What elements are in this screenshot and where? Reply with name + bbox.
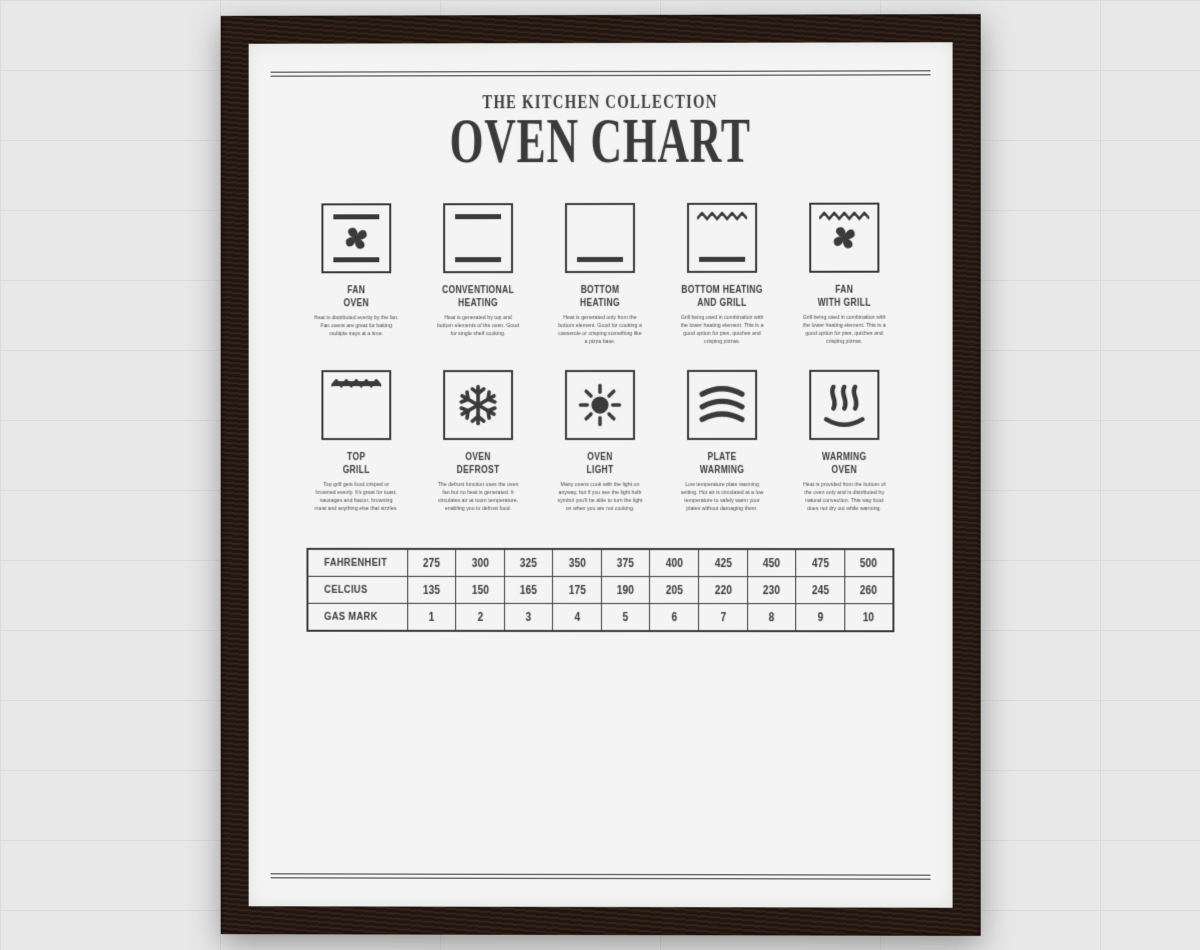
symbol-label: TOP GRILL xyxy=(314,452,399,477)
symbol-top-grill: TOP GRILL Top grill gets food crisped or … xyxy=(306,370,406,513)
temp-cell: 450 xyxy=(751,549,792,577)
temp-cell: 275 xyxy=(411,548,452,575)
oven-light-icon xyxy=(565,370,635,440)
symbol-label: FAN OVEN xyxy=(314,285,399,310)
temp-cell: 400 xyxy=(654,549,695,577)
table-row: GAS MARK 12345678910 xyxy=(307,603,893,631)
temp-cell: 165 xyxy=(508,576,549,603)
temp-cell: 6 xyxy=(654,603,695,631)
temp-cell: 300 xyxy=(459,548,500,576)
symbol-fan-with-grill: FAN WITH GRILL Grill being used in combin… xyxy=(794,203,894,347)
picture-frame: THE KITCHEN COLLECTION OVEN CHART FAN OV… xyxy=(221,14,981,936)
symbol-description: The defrost function uses the oven fan b… xyxy=(436,481,521,513)
symbol-description: Low temperature plate warming setting. H… xyxy=(680,481,765,513)
temp-cell: 2 xyxy=(459,603,500,631)
title: OVEN CHART xyxy=(357,104,844,178)
temp-cell: 230 xyxy=(751,576,792,603)
symbol-label: BOTTOM HEATING AND GRILL xyxy=(680,285,765,310)
symbol-description: Heat is generated only from the bottom e… xyxy=(558,314,643,346)
symbol-bottom-heating: BOTTOM HEATING Heat is generated only fro… xyxy=(550,203,650,346)
symbol-label: OVEN LIGHT xyxy=(558,452,643,477)
temp-cell: 9 xyxy=(800,603,841,631)
symbol-label: FAN WITH GRILL xyxy=(802,285,887,310)
top-grill-icon xyxy=(321,370,391,440)
oven-defrost-icon xyxy=(443,370,513,440)
table-row: CELCIUS 135 150 165 175 190 205 220 230 245 260 xyxy=(307,576,893,603)
symbol-label: WARMING OVEN xyxy=(802,452,887,477)
temperature-table: FAHRENHEIT275300325350375400425450475500… xyxy=(306,547,894,631)
poster: THE KITCHEN COLLECTION OVEN CHART FAN OV… xyxy=(249,42,953,908)
temp-cell: 425 xyxy=(702,549,743,577)
temp-cell: 1 xyxy=(411,603,452,631)
temp-cell: 245 xyxy=(800,576,841,603)
row-label: GAS MARK xyxy=(315,603,400,631)
temp-cell: 8 xyxy=(751,603,792,631)
symbol-description: Heat is provided from the bottom of the … xyxy=(802,481,887,513)
symbol-description: Grill being used in combination with the… xyxy=(802,314,887,346)
symbol-label: PLATE WARMING xyxy=(680,452,765,477)
symbol-oven-light: OVEN LIGHT Many ovens cook with the light… xyxy=(550,370,650,513)
temp-cell: 190 xyxy=(605,576,646,603)
temp-cell: 3 xyxy=(508,603,549,631)
temp-cell: 375 xyxy=(605,549,646,577)
temp-cell: 220 xyxy=(702,576,743,603)
temp-cell: 4 xyxy=(556,603,597,631)
temp-cell: 150 xyxy=(459,576,500,603)
temp-cell: 260 xyxy=(848,576,889,603)
top-rule xyxy=(271,70,931,76)
symbol-description: Heat is distributed evenly by the fan. F… xyxy=(314,314,399,338)
temp-cell: 7 xyxy=(702,603,743,631)
fan-with-grill-icon xyxy=(809,203,879,273)
temp-cell: 135 xyxy=(411,576,452,603)
conventional-heating-icon xyxy=(443,203,513,273)
symbol-bottom-heating-grill: BOTTOM HEATING AND GRILL Grill being used… xyxy=(672,203,772,346)
temp-cell: 500 xyxy=(848,549,889,577)
symbol-description: Top grill gets food crisped or browned e… xyxy=(314,481,399,513)
row-label: FAHRENHEIT xyxy=(315,548,400,576)
symbol-fan-oven: FAN OVEN Heat is distributed evenly by th… xyxy=(306,203,406,346)
symbol-grid: FAN OVEN Heat is distributed evenly by th… xyxy=(306,203,894,514)
symbol-warming-oven: WARMING OVEN Heat is provided from the bo… xyxy=(794,370,894,513)
temp-cell: 350 xyxy=(556,548,597,576)
symbol-label: BOTTOM HEATING xyxy=(558,285,643,310)
symbol-description: Heat is generated by top and bottom elem… xyxy=(436,314,521,338)
row-label: CELCIUS xyxy=(315,576,400,603)
symbol-description: Many ovens cook with the light on anyway… xyxy=(558,481,643,513)
temp-cell: 175 xyxy=(556,576,597,603)
bottom-rule xyxy=(271,873,931,879)
symbol-label: CONVENTIONAL HEATING xyxy=(436,285,521,310)
temp-cell: 5 xyxy=(605,603,646,631)
table-row: FAHRENHEIT 275 300 325350 375 400425 450 475500 xyxy=(307,548,893,576)
temp-cell: 205 xyxy=(654,576,695,603)
temp-cell: 325 xyxy=(508,548,549,576)
symbol-oven-defrost: OVEN DEFROST The defrost function uses th… xyxy=(428,370,528,513)
symbol-conventional-heating: CONVENTIONAL HEATING Heat is generated by… xyxy=(428,203,528,346)
temp-cell: 10 xyxy=(848,603,889,631)
warming-oven-icon xyxy=(809,370,879,440)
temp-cell: 475 xyxy=(800,549,841,577)
symbol-plate-warming: PLATE WARMING Low temperature plate warmi… xyxy=(672,370,772,513)
bottom-heating-icon xyxy=(565,203,635,273)
plate-warming-icon xyxy=(687,370,757,440)
bottom-heating-grill-icon xyxy=(687,203,757,273)
fan-oven-icon xyxy=(321,203,391,273)
symbol-description: Grill being used in combination with the… xyxy=(680,314,765,346)
symbol-label: OVEN DEFROST xyxy=(436,452,521,477)
